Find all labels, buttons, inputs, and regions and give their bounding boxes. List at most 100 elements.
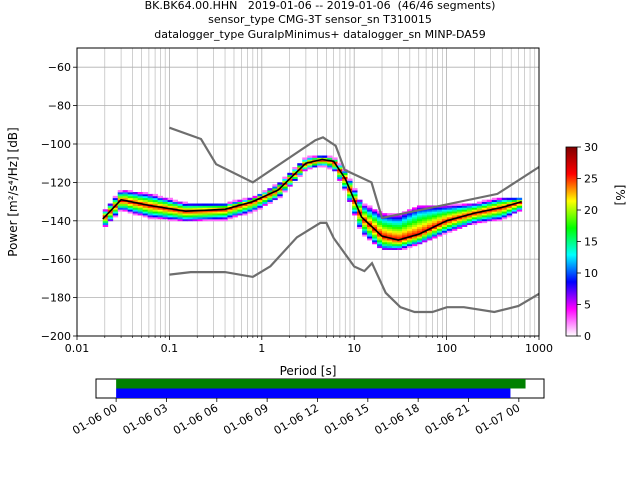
heatmap-cell: [257, 193, 263, 197]
heatmap-cell: [382, 215, 388, 218]
heatmap-cell: [466, 207, 473, 210]
chart-title-line-1: BK.BK64.00.HHN 2019-01-06 -- 2019-01-06 …: [144, 0, 496, 12]
heatmap-cell: [496, 197, 503, 201]
heatmap-cell: [362, 234, 368, 237]
heatmap-cell: [441, 205, 448, 208]
heatmap-cell: [367, 216, 373, 220]
heatmap-cell: [312, 161, 318, 164]
heatmap-cell: [207, 205, 213, 208]
heatmap-cell: [167, 218, 173, 222]
heatmap-cell: [122, 203, 129, 206]
heatmap-cell: [466, 209, 473, 212]
heatmap-cell: [152, 199, 159, 202]
heatmap-cell: [387, 247, 393, 250]
heatmap-cell: [207, 211, 213, 214]
heatmap-cell: [362, 230, 368, 233]
heatmap-cell: [117, 205, 124, 208]
heatmap-cell: [122, 205, 129, 208]
heatmap-cell: [446, 205, 453, 208]
heatmap-cell: [441, 207, 448, 210]
heatmap-cell: [347, 193, 353, 197]
heatmap-cell: [352, 193, 358, 197]
heatmap-cell: [222, 216, 228, 220]
heatmap-cell: [402, 243, 408, 247]
heatmap-cell: [112, 201, 119, 204]
heatmap-cell: [411, 218, 418, 222]
heatmap-cell: [127, 195, 134, 199]
heatmap-cell: [142, 193, 149, 197]
heatmap-cell: [347, 182, 353, 185]
heatmap-cell: [247, 205, 253, 208]
heatmap-cell: [152, 201, 159, 204]
heatmap-cell: [501, 209, 508, 212]
heatmap-cell: [406, 243, 413, 247]
heatmap-cell: [377, 226, 383, 229]
heatmap-cell: [402, 238, 408, 241]
heatmap-cell: [466, 205, 473, 208]
heatmap-cell: [402, 241, 408, 245]
heatmap-cell: [416, 207, 423, 210]
heatmap-cell: [282, 188, 288, 191]
plot-frame: [76, 47, 540, 337]
noise-model-high: [169, 126, 539, 220]
heatmap-cell: [367, 207, 373, 210]
heatmap-cell: [397, 220, 403, 224]
heatmap-cell: [441, 226, 448, 229]
heatmap-cell: [222, 209, 228, 212]
heatmap-cell: [382, 230, 388, 233]
heatmap-cell: [102, 211, 109, 214]
heatmap-cell: [267, 199, 273, 202]
heatmap-cell: [302, 165, 308, 168]
heatmap-cell: [172, 209, 178, 212]
heatmap-cell: [461, 209, 468, 212]
heatmap-cell: [192, 216, 198, 220]
heatmap-cell: [446, 211, 453, 214]
heatmap-cell: [387, 241, 393, 245]
heatmap-cell: [397, 236, 403, 239]
heatmap-cell: [476, 205, 483, 208]
heatmap-cell: [481, 207, 488, 210]
median-line: [102, 158, 522, 241]
y-axis: −200 −180 −160 −140 −120 −100 −80 −60: [41, 61, 77, 343]
heatmap-cell: [117, 207, 124, 210]
heatmap-cell: [342, 186, 348, 189]
heatmap-cell: [352, 205, 358, 208]
heatmap-cell: [182, 203, 188, 206]
heatmap-cell: [232, 203, 238, 206]
heatmap-cell: [252, 205, 258, 208]
heatmap-cell: [182, 213, 188, 216]
heatmap-cell: [392, 228, 398, 231]
heatmap-cell: [441, 222, 448, 226]
heatmap-cell: [481, 213, 488, 216]
heatmap-cell: [142, 197, 149, 201]
heatmap-cell: [197, 205, 203, 208]
heatmap-cell: [297, 170, 303, 174]
heatmap-cell: [357, 224, 363, 227]
heatmap-cell: [411, 241, 418, 245]
heatmap-cell: [397, 228, 403, 231]
heatmap-cell: [406, 226, 413, 229]
heatmap-cell: [192, 213, 198, 216]
heatmap-cell: [172, 199, 178, 202]
heatmap-cell: [392, 241, 398, 245]
x-tick-label: 100: [436, 342, 457, 355]
heatmap-cell: [511, 197, 518, 201]
heatmap-cell: [277, 184, 283, 187]
heatmap-cell: [486, 218, 493, 222]
heatmap-cell: [147, 203, 154, 206]
heatmap-cell: [431, 215, 438, 218]
heatmap-cell: [137, 205, 144, 208]
heatmap-cell: [491, 215, 498, 218]
heatmap-cell: [282, 190, 288, 193]
y-tick-label: −100: [41, 138, 71, 151]
heatmap-cell: [421, 205, 428, 208]
heatmap-cell: [466, 211, 473, 214]
heatmap-cell: [436, 230, 443, 233]
heatmap-cell: [252, 209, 258, 212]
heatmap-cell: [147, 216, 154, 220]
heatmap-cell: [476, 207, 483, 210]
heatmap-cell: [362, 213, 368, 216]
heatmap-cell: [416, 240, 423, 243]
heatmap-cell: [486, 203, 493, 206]
heatmap-cell: [446, 224, 453, 227]
